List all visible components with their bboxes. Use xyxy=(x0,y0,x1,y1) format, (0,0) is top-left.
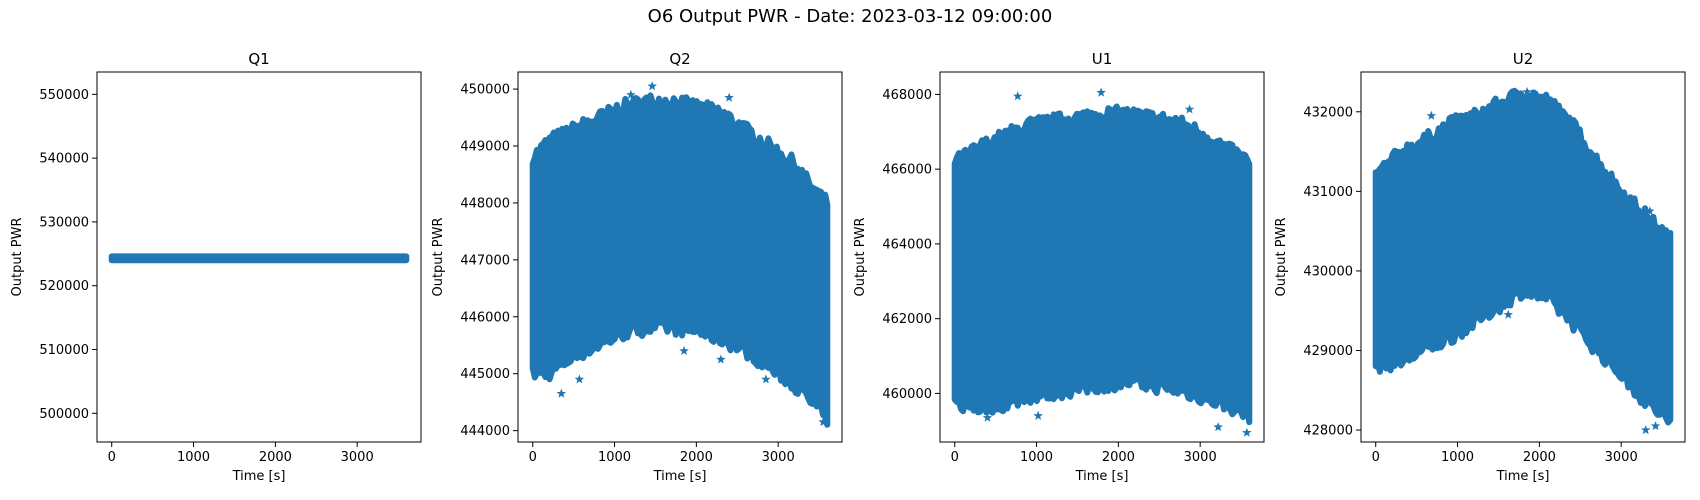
y-tick-label: 466000 xyxy=(882,163,932,178)
y-tick-label: 468000 xyxy=(882,88,932,103)
x-tick-label: 3000 xyxy=(341,450,374,465)
data-point-star xyxy=(556,388,567,398)
data-point-star xyxy=(1426,110,1437,120)
subplot-u1: 0 1000 2000 3000 460000 462000 464000 466000 468… xyxy=(853,50,1265,484)
x-axis-label: Time [s] xyxy=(232,469,286,484)
data-point-star xyxy=(761,374,771,384)
x-tick-label: 3000 xyxy=(1605,450,1638,465)
data-band xyxy=(1372,87,1674,426)
y-tick-label: 464000 xyxy=(882,237,932,252)
data-band xyxy=(529,92,831,428)
y-tick-label: 445000 xyxy=(460,367,510,382)
x-tick-label: 0 xyxy=(1372,450,1380,465)
data-point-star xyxy=(1503,309,1513,319)
x-tick-label: 0 xyxy=(108,450,116,465)
x-axis-label: Time [s] xyxy=(1496,469,1550,484)
x-tick-label: 3000 xyxy=(762,450,795,465)
data-point-star xyxy=(982,412,993,422)
data-point-star xyxy=(716,354,726,364)
y-tick-label: 530000 xyxy=(39,215,89,230)
x-tick-label: 1000 xyxy=(1441,450,1474,465)
figure-title: O6 Output PWR - Date: 2023-03-12 09:00:0… xyxy=(647,6,1053,27)
data-point-star xyxy=(1184,104,1195,114)
subplot-title: Q2 xyxy=(669,50,690,68)
data-point-star xyxy=(1522,86,1532,96)
x-tick-label: 2000 xyxy=(1523,450,1556,465)
subplot-title: U1 xyxy=(1092,50,1113,68)
data-point-star xyxy=(1164,119,1174,129)
y-axis-label: Output PWR xyxy=(10,217,25,296)
x-tick-label: 2000 xyxy=(259,450,292,465)
x-axis-label: Time [s] xyxy=(653,469,707,484)
x-tick-label: 0 xyxy=(529,450,537,465)
data-point-star xyxy=(818,417,828,427)
y-tick-label: 429000 xyxy=(1303,344,1353,359)
axes-frame xyxy=(517,71,843,443)
data-point-star xyxy=(1650,421,1661,431)
data-point-star xyxy=(1096,87,1106,97)
data-point-star xyxy=(1033,410,1043,420)
y-tick-label: 448000 xyxy=(460,196,510,211)
subplot-q2: 0 1000 2000 3000 444000 445000 446000 447000 448… xyxy=(431,50,843,484)
y-tick-label: 446000 xyxy=(460,310,510,325)
y-axis-label: Output PWR xyxy=(431,217,446,296)
y-tick-label: 550000 xyxy=(39,88,89,103)
data-point-star xyxy=(1242,427,1252,437)
data-point-star xyxy=(574,374,585,384)
subplot-u2: 0 1000 2000 3000 428000 429000 430000 431000 432… xyxy=(1274,50,1686,484)
data-point-star xyxy=(679,345,689,355)
data-point-star xyxy=(1528,90,1538,100)
y-axis-label: Output PWR xyxy=(853,217,868,296)
axes-frame xyxy=(96,71,422,443)
data-point-star xyxy=(626,89,636,99)
data-point-star xyxy=(1641,425,1651,435)
data-band xyxy=(951,103,1253,426)
data-point-star xyxy=(647,81,657,91)
subplot-title: U2 xyxy=(1513,50,1534,68)
x-tick-label: 1000 xyxy=(598,450,631,465)
data-point-star xyxy=(1645,206,1655,216)
y-tick-label: 510000 xyxy=(39,343,89,358)
data-point-star xyxy=(724,92,734,102)
axes-frame xyxy=(1360,71,1686,443)
subplot-title: Q1 xyxy=(248,50,269,68)
data-point-star xyxy=(1213,422,1223,432)
y-tick-label: 449000 xyxy=(460,140,510,155)
x-tick-label: 2000 xyxy=(680,450,713,465)
y-tick-label: 520000 xyxy=(39,279,89,294)
y-tick-label: 500000 xyxy=(39,407,89,422)
x-tick-label: 1000 xyxy=(1020,450,1053,465)
y-tick-label: 460000 xyxy=(882,387,932,402)
y-tick-label: 447000 xyxy=(460,253,510,268)
data-band xyxy=(108,253,410,264)
y-tick-label: 462000 xyxy=(882,312,932,327)
x-axis-label: Time [s] xyxy=(1075,469,1129,484)
y-axis-label: Output PWR xyxy=(1274,217,1289,296)
y-tick-label: 432000 xyxy=(1303,105,1353,120)
x-tick-label: 2000 xyxy=(1102,450,1135,465)
x-tick-label: 3000 xyxy=(1184,450,1217,465)
y-tick-label: 450000 xyxy=(460,83,510,98)
y-tick-label: 428000 xyxy=(1303,424,1353,439)
y-tick-label: 444000 xyxy=(460,424,510,439)
y-tick-label: 540000 xyxy=(39,152,89,167)
x-tick-label: 1000 xyxy=(177,450,210,465)
data-point-star xyxy=(1013,91,1023,101)
x-tick-label: 0 xyxy=(951,450,959,465)
axes-frame xyxy=(939,71,1265,443)
subplot-q1: 0 1000 2000 3000 500000 510000 520000 530000 540… xyxy=(10,50,422,484)
y-tick-label: 431000 xyxy=(1303,185,1353,200)
y-tick-label: 430000 xyxy=(1303,264,1353,279)
